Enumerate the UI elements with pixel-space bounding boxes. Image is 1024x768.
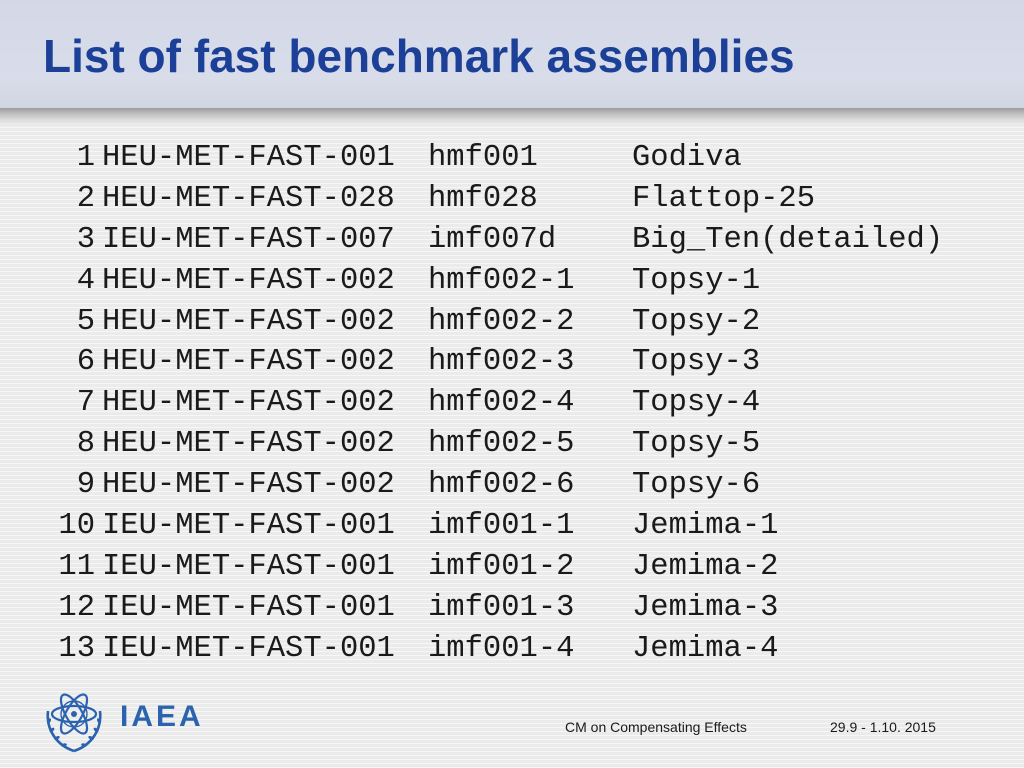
- short-name: hmf002-3: [428, 345, 575, 380]
- row-number: 3: [76, 222, 95, 257]
- short-name: imf001-3: [428, 590, 575, 625]
- table-row: 7 HEU-MET-FAST-002 hmf002-4 Topsy-4: [38, 383, 943, 424]
- short-name: imf001-2: [428, 549, 575, 584]
- row-number: 13: [58, 631, 95, 666]
- row-number: 8: [76, 427, 95, 462]
- row-number: 10: [58, 509, 95, 544]
- table-row: 4 HEU-MET-FAST-002 hmf002-1 Topsy-1: [38, 261, 943, 302]
- header-band: List of fast benchmark assemblies: [0, 0, 1024, 112]
- table-row: 8 HEU-MET-FAST-002 hmf002-5 Topsy-5: [38, 424, 943, 465]
- benchmark-id: HEU-MET-FAST-028: [102, 181, 395, 216]
- short-name: hmf028: [428, 181, 538, 216]
- table-row: 1 HEU-MET-FAST-001 hmf001 Godiva: [38, 138, 943, 179]
- short-name: imf007d: [428, 222, 557, 257]
- assembly-list: 1 HEU-MET-FAST-001 hmf001 Godiva 2 HEU-MET-FA…: [38, 138, 943, 670]
- short-name: imf001-4: [428, 631, 575, 666]
- benchmark-id: IEU-MET-FAST-001: [102, 590, 395, 625]
- assembly-name: Topsy-6: [632, 468, 761, 503]
- benchmark-id: HEU-MET-FAST-002: [102, 304, 395, 339]
- assembly-name: Topsy-2: [632, 304, 761, 339]
- row-number: 7: [76, 386, 95, 421]
- table-row: 5 HEU-MET-FAST-002 hmf002-2 Topsy-2: [38, 302, 943, 343]
- assembly-name: Topsy-3: [632, 345, 761, 380]
- table-row: 2 HEU-MET-FAST-028 hmf028 Flattop-25: [38, 179, 943, 220]
- row-number: 5: [76, 304, 95, 339]
- benchmark-id: IEU-MET-FAST-007: [102, 222, 395, 257]
- row-number: 9: [76, 468, 95, 503]
- benchmark-id: IEU-MET-FAST-001: [102, 631, 395, 666]
- assembly-name: Topsy-1: [632, 263, 761, 298]
- short-name: hmf002-4: [428, 386, 575, 421]
- benchmark-id: HEU-MET-FAST-002: [102, 345, 395, 380]
- page-title: List of fast benchmark assemblies: [43, 30, 795, 82]
- assembly-name: Topsy-4: [632, 386, 761, 421]
- assembly-name: Topsy-5: [632, 427, 761, 462]
- header-divider: [0, 108, 1024, 126]
- assembly-name: Flattop-25: [632, 181, 816, 216]
- benchmark-id: IEU-MET-FAST-001: [102, 509, 395, 544]
- benchmark-id: HEU-MET-FAST-002: [102, 263, 395, 298]
- table-row: 13 IEU-MET-FAST-001 imf001-4 Jemima-4: [38, 629, 943, 670]
- assembly-name: Godiva: [632, 141, 742, 175]
- table-row: 6 HEU-MET-FAST-002 hmf002-3 Topsy-3: [38, 342, 943, 383]
- footer-event: CM on Compensating Effects: [565, 719, 747, 735]
- table-row: 12 IEU-MET-FAST-001 imf001-3 Jemima-3: [38, 588, 943, 629]
- footer-dates: 29.9 - 1.10. 2015: [830, 719, 936, 735]
- assembly-name: Jemima-4: [632, 631, 779, 666]
- table-row: 11 IEU-MET-FAST-001 imf001-2 Jemima-2: [38, 547, 943, 588]
- benchmark-id: HEU-MET-FAST-002: [102, 386, 395, 421]
- row-number: 4: [76, 263, 95, 298]
- table-row: 3 IEU-MET-FAST-007 imf007d Big_Ten(detailed…: [38, 220, 943, 261]
- benchmark-id: IEU-MET-FAST-001: [102, 549, 395, 584]
- assembly-name: Jemima-2: [632, 549, 779, 584]
- assembly-name: Big_Ten(detailed): [632, 222, 944, 257]
- table-row: 9 HEU-MET-FAST-002 hmf002-6 Topsy-6: [38, 465, 943, 506]
- table-row: 10 IEU-MET-FAST-001 imf001-1 Jemima-1: [38, 506, 943, 547]
- iaea-logo-text: IAEA: [120, 700, 204, 733]
- short-name: hmf001: [428, 141, 538, 175]
- row-number: 12: [58, 590, 95, 625]
- short-name: hmf002-5: [428, 427, 575, 462]
- short-name: hmf002-6: [428, 468, 575, 503]
- assembly-name: Jemima-1: [632, 509, 779, 544]
- row-number: 1: [76, 141, 95, 175]
- row-number: 2: [76, 181, 95, 216]
- benchmark-id: HEU-MET-FAST-002: [102, 427, 395, 462]
- assembly-name: Jemima-3: [632, 590, 779, 625]
- short-name: imf001-1: [428, 509, 575, 544]
- row-number: 11: [58, 549, 95, 584]
- benchmark-id: HEU-MET-FAST-002: [102, 468, 395, 503]
- short-name: hmf002-2: [428, 304, 575, 339]
- short-name: hmf002-1: [428, 263, 575, 298]
- row-number: 6: [76, 345, 95, 380]
- benchmark-id: HEU-MET-FAST-001: [102, 141, 395, 175]
- iaea-emblem-icon: [46, 693, 102, 753]
